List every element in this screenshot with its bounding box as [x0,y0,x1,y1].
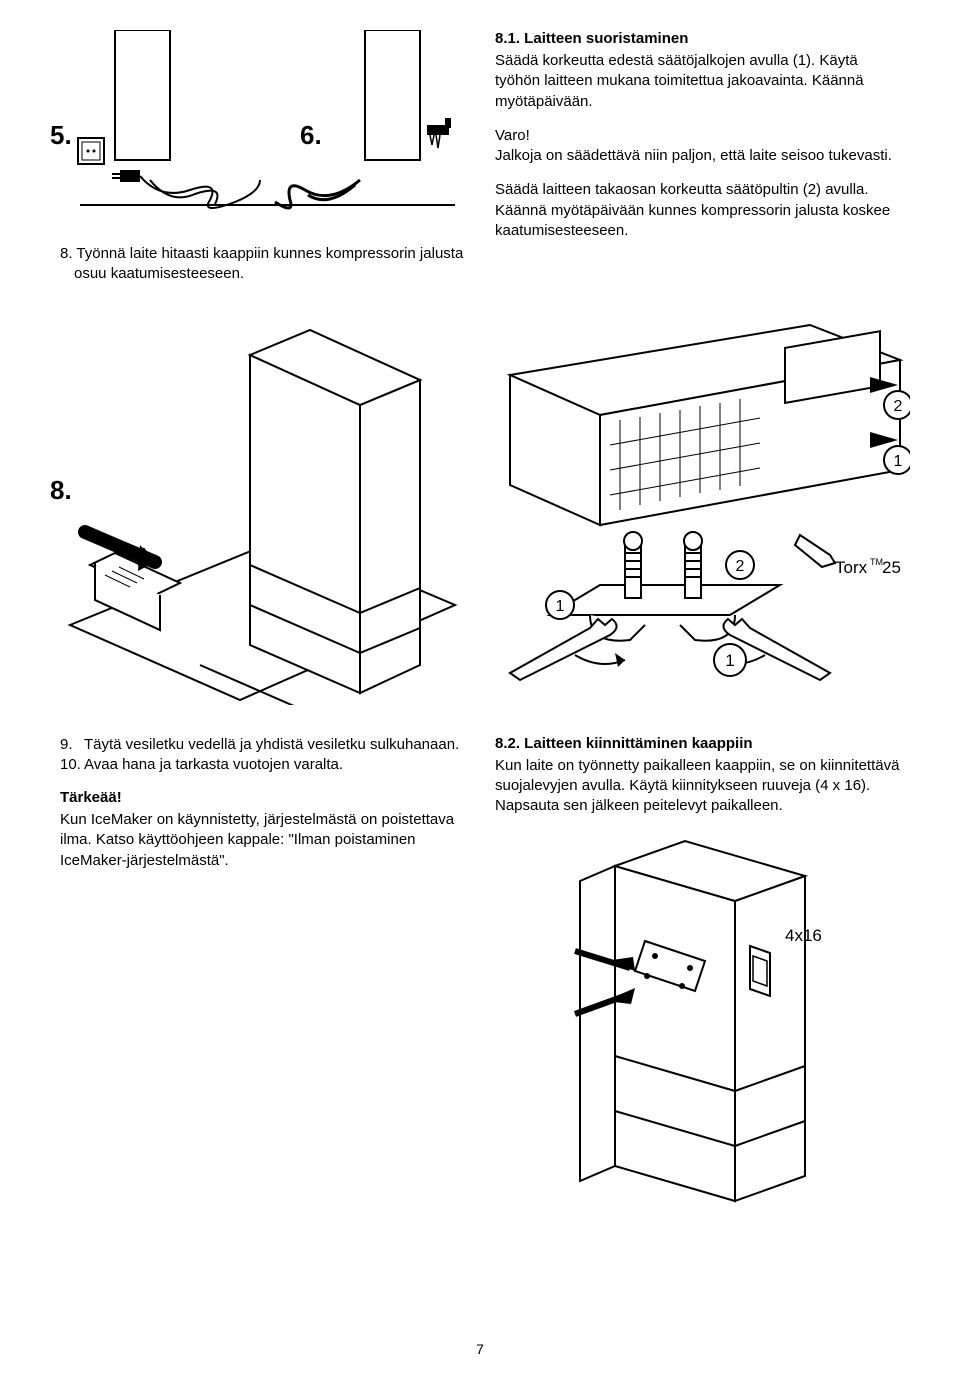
step-8-text: 8. Työnnä laite hitaasti kaappiin kunnes… [60,244,465,285]
fig8-label: 8. [50,475,72,506]
step10-num: 10. [60,755,84,775]
svg-text:1: 1 [556,598,565,615]
section-8-2-title: 8.2. Laitteen kiinnittäminen kaappiin [495,735,900,752]
tarkeaa-label: Tärkeää! [60,789,465,806]
svg-text:Torx: Torx [835,558,868,577]
fig6-label: 6. [300,120,322,151]
tarkeaa-text: Kun IceMaker on käynnistetty, järjestelm… [60,810,465,871]
varo-label: Varo! [495,126,900,146]
svg-text:2: 2 [894,398,903,415]
page-number: 7 [0,1341,960,1357]
varo-text: Jalkoja on säädettävä niin paljon, että … [495,146,900,166]
figure-rear-adjust: 2 1 [490,305,910,705]
section-8-1-title: 8.1. Laitteen suoristaminen [495,30,900,47]
section-8-1-p2: Säädä laitteen takaosan korkeutta säätöp… [495,180,900,200]
svg-text:25: 25 [882,558,901,577]
step9-num: 9. [60,735,84,755]
figure-8-2-mount: 4x16 [495,826,895,1206]
figure-8-appliance [60,305,460,705]
step10-text: Avaa hana ja tarkasta vuotojen varalta. [84,755,343,775]
svg-text:2: 2 [736,558,745,575]
step9-text: Täytä vesiletku vedellä ja yhdistä vesil… [84,735,459,755]
svg-text:1: 1 [894,453,903,470]
section-8-1-p1: Säädä korkeutta edestä säätöjalkojen avu… [495,51,900,112]
svg-text:4x16: 4x16 [785,926,822,945]
svg-text:1: 1 [725,651,734,670]
figure-5-6 [60,30,460,230]
section-8-1-p3: Käännä myötäpäivään kunnes kompressorin … [495,201,900,242]
section-8-2-text: Kun laite on työnnetty paikalleen kaappi… [495,756,900,817]
fig5-label: 5. [50,120,72,151]
